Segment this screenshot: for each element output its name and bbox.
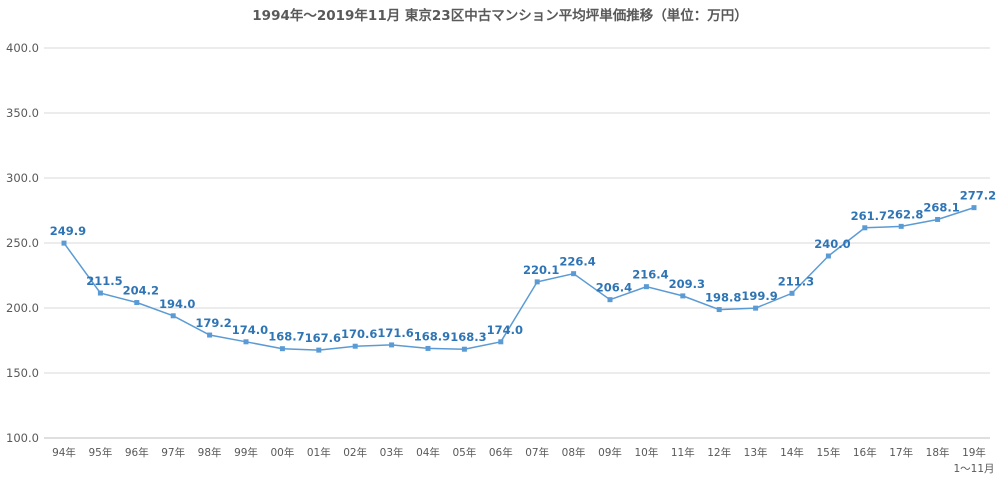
data-label: 204.2 <box>123 284 159 298</box>
data-point <box>61 240 67 246</box>
x-tick-label: 00年 <box>270 446 294 459</box>
data-label: 216.4 <box>632 268 668 282</box>
y-tick-label: 400.0 <box>6 41 39 55</box>
data-label: 277.2 <box>960 189 996 203</box>
data-label: 179.2 <box>195 316 231 330</box>
data-point <box>279 346 285 352</box>
data-label: 198.8 <box>705 291 741 305</box>
data-point <box>352 343 358 349</box>
data-point <box>716 307 722 313</box>
data-label: 261.7 <box>851 209 887 223</box>
data-label: 194.0 <box>159 297 195 311</box>
data-label: 171.6 <box>377 326 413 340</box>
x-tick-label: 17年 <box>889 446 913 459</box>
data-point <box>825 253 831 259</box>
data-label: 174.0 <box>232 323 268 337</box>
data-point <box>207 332 213 338</box>
x-tick-label: 07年 <box>525 446 549 459</box>
data-point <box>971 205 977 211</box>
data-point <box>498 339 504 345</box>
data-point <box>643 284 649 290</box>
x-tick-label: 12年 <box>707 446 731 459</box>
data-label: 199.9 <box>741 289 777 303</box>
data-label: 262.8 <box>887 207 923 221</box>
y-tick-label: 300.0 <box>6 171 39 185</box>
x-tick-label: 99年 <box>234 446 258 459</box>
data-point <box>243 339 249 345</box>
x-tick-label: 97年 <box>161 446 185 459</box>
x-tick-label: 13年 <box>744 446 768 459</box>
data-label: 211.3 <box>778 274 814 288</box>
data-point <box>862 225 868 231</box>
data-point <box>316 347 322 353</box>
data-label: 168.3 <box>450 330 486 344</box>
x-tick-label: 96年 <box>125 446 149 459</box>
x-tick-label: 02年 <box>343 446 367 459</box>
data-label: 170.6 <box>341 327 377 341</box>
x-tick-label: 10年 <box>634 446 658 459</box>
data-point <box>898 223 904 229</box>
data-point <box>753 305 759 311</box>
y-tick-label: 100.0 <box>6 431 39 445</box>
x-tick-label: 11年 <box>671 446 695 459</box>
x-tick-label: 01年 <box>307 446 331 459</box>
data-label: 211.5 <box>86 274 122 288</box>
data-label: 249.9 <box>50 224 86 238</box>
data-label: 206.4 <box>596 281 632 295</box>
x-tick-label: 19年 <box>962 446 986 459</box>
y-tick-label: 150.0 <box>6 366 39 380</box>
data-label: 226.4 <box>559 255 595 269</box>
data-label: 220.1 <box>523 263 559 277</box>
series-layer <box>61 205 977 353</box>
x-axis-ticks: 94年 95年 96年 97年 98年 99年 00年 01年 02年 03年 04年 05年 06年 0… <box>52 446 994 475</box>
x-tick-label: 05年 <box>452 446 476 459</box>
y-axis-ticks: 100.0 150.0 200.0 250.0 300.0 350.0 400.0 <box>6 41 39 445</box>
data-label: 174.0 <box>487 323 523 337</box>
gridlines <box>44 47 990 439</box>
x-tick-label: 16年 <box>853 446 877 459</box>
data-point <box>607 297 613 303</box>
data-point <box>571 271 577 277</box>
y-tick-label: 350.0 <box>6 106 39 120</box>
data-point <box>97 290 103 296</box>
data-point <box>680 293 686 299</box>
x-tick-label: 94年 <box>52 446 76 459</box>
data-label: 240.0 <box>814 237 850 251</box>
x-tick-label: 06年 <box>489 446 513 459</box>
x-tick-label: 08年 <box>562 446 586 459</box>
data-label: 268.1 <box>923 200 959 214</box>
x-tick-label: 95年 <box>88 446 112 459</box>
x-tick-label: 18年 <box>926 446 950 459</box>
chart-title: 1994年～2019年11月 東京23区中古マンション平均坪単価推移（単位：万円… <box>252 7 747 24</box>
data-label: 168.9 <box>414 329 450 343</box>
data-point <box>389 342 395 348</box>
data-label: 167.6 <box>305 331 341 345</box>
x-tick-label: 98年 <box>198 446 222 459</box>
data-point <box>789 290 795 296</box>
x-tick-label: 09年 <box>598 446 622 459</box>
series-line <box>63 206 975 351</box>
data-point <box>425 345 431 351</box>
x-tick-label: 15年 <box>816 446 840 459</box>
x-tick-label: 14年 <box>780 446 804 459</box>
data-point <box>134 300 140 306</box>
data-point <box>461 346 467 352</box>
data-point <box>534 279 540 285</box>
data-point <box>935 216 941 222</box>
y-tick-label: 200.0 <box>6 301 39 315</box>
y-tick-label: 250.0 <box>6 236 39 250</box>
data-label: 209.3 <box>669 277 705 291</box>
data-label: 168.7 <box>268 330 304 344</box>
data-point <box>170 313 176 319</box>
x-tick-label: 04年 <box>416 446 440 459</box>
x-tick-label: 03年 <box>380 446 404 459</box>
x-tick-sublabel: 1～11月 <box>953 463 994 475</box>
